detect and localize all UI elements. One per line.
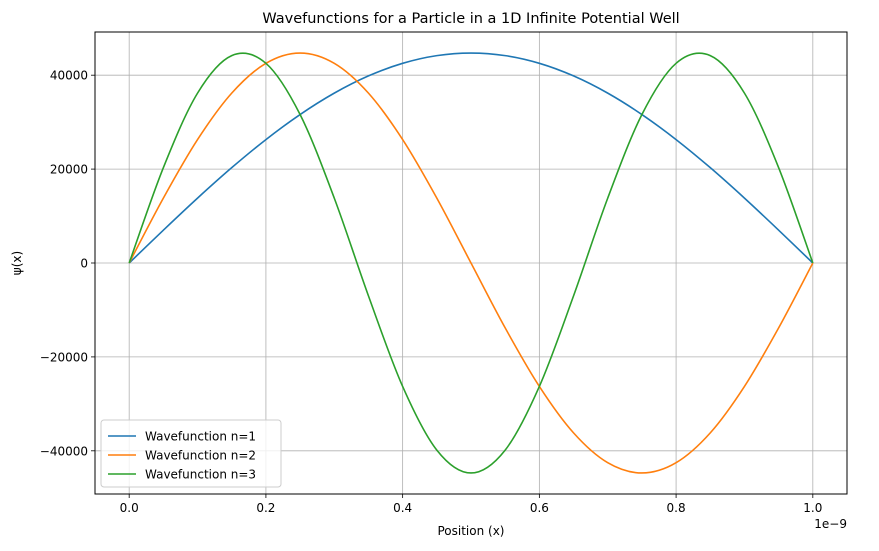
chart-title: Wavefunctions for a Particle in a 1D Inf… bbox=[262, 11, 679, 27]
x-axis-label: Position (x) bbox=[437, 524, 504, 538]
y-tick-label: −40000 bbox=[40, 444, 88, 458]
y-axis-ticks: −40000 −20000 0 20000 40000 bbox=[40, 69, 95, 458]
x-axis-offset-label: 1e−9 bbox=[814, 517, 847, 531]
legend: Wavefunction n=1 Wavefunction n=2 Wavefunc… bbox=[100, 419, 282, 488]
y-tick-label: 40000 bbox=[50, 69, 88, 83]
x-tick-label: 0.4 bbox=[393, 501, 412, 515]
x-tick-label: 0.8 bbox=[667, 501, 686, 515]
legend-label: Wavefunction n=2 bbox=[145, 449, 256, 463]
series-line-n1 bbox=[128, 52, 814, 264]
x-tick-label: 0.6 bbox=[530, 501, 549, 515]
series-line-n2 bbox=[128, 52, 814, 474]
y-tick-label: 20000 bbox=[50, 163, 88, 177]
y-tick-label: −20000 bbox=[40, 350, 88, 364]
x-tick-label: 0.2 bbox=[256, 501, 275, 515]
x-tick-label: 1.0 bbox=[803, 501, 822, 515]
legend-label: Wavefunction n=3 bbox=[145, 468, 256, 482]
grid bbox=[95, 32, 847, 494]
series-lines bbox=[128, 52, 814, 474]
y-tick-label: 0 bbox=[80, 257, 88, 271]
series-line-n3 bbox=[128, 52, 814, 474]
y-axis-label: ψ(x) bbox=[10, 251, 24, 275]
x-axis-ticks: 0.0 0.2 0.4 0.6 0.8 1.0 bbox=[120, 494, 822, 515]
legend-label: Wavefunction n=1 bbox=[145, 430, 256, 444]
legend-box bbox=[100, 419, 282, 488]
x-tick-label: 0.0 bbox=[120, 501, 139, 515]
